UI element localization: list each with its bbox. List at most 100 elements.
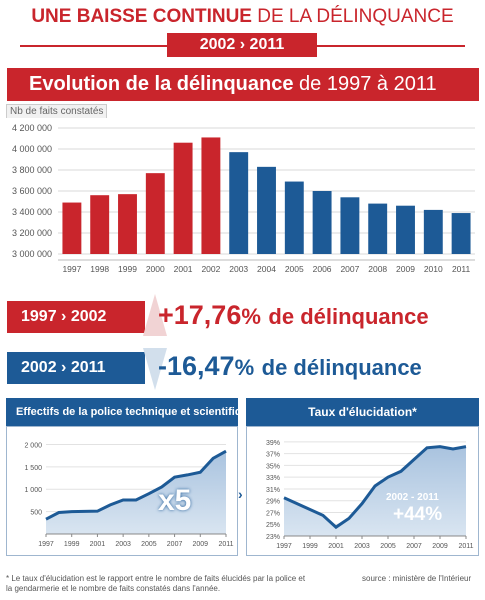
x-tick-label: 2005 <box>380 543 396 550</box>
x-tick-label: 2009 <box>396 264 415 274</box>
panel-left-title: Effectifs de la police technique et scie… <box>6 398 254 426</box>
stat-up-value: +17,76 <box>158 300 242 330</box>
panel-right-badge-period: 2002 - 2011 <box>386 492 439 503</box>
area-chart-right: 23% 25% 27% 29% 31% 33% 35% 37% 39% 1997 1999 2001 2… <box>266 440 474 550</box>
x-tick-label: 2009 <box>432 543 448 550</box>
x-tick-label: 2001 <box>174 264 193 274</box>
bar <box>423 209 443 254</box>
x-tick-label: 2003 <box>115 541 131 548</box>
y-tick-label: 1 000 <box>24 487 42 494</box>
headline-rest: DE LA DÉLINQUANCE <box>257 6 454 27</box>
bar <box>368 203 388 254</box>
stat-up: +17,76% de délinquance <box>158 300 429 331</box>
x-tick-label: 1998 <box>90 264 109 274</box>
stat-down-period: 2002 › 2011 <box>7 352 145 384</box>
x-tick-label: 2004 <box>257 264 276 274</box>
y-tick-label: 1 500 <box>24 465 42 472</box>
bar <box>118 194 137 254</box>
x-tick-label: 2002 <box>201 264 220 274</box>
x-tick-label: 2011 <box>458 543 473 550</box>
x-tick-label: 2001 <box>328 543 344 550</box>
bar <box>396 205 415 254</box>
x-tick-label: 2011 <box>218 541 233 548</box>
x-tick-label: 2011 <box>452 264 471 274</box>
stat-down: -16,47% de délinquance <box>158 351 422 382</box>
area-fill <box>284 446 466 536</box>
stat-down-unit: % <box>234 355 255 380</box>
x-tick-label: 1997 <box>38 541 54 548</box>
bar <box>284 181 304 254</box>
x-tick-label: 2009 <box>192 541 208 548</box>
x-tick-label: 1999 <box>302 543 318 550</box>
y-tick-label: 3 000 000 <box>12 249 52 259</box>
x-tick-label: 2005 <box>285 264 304 274</box>
y-tick-label: 3 800 000 <box>12 165 52 175</box>
x-tick-label: 1999 <box>64 541 80 548</box>
panel-right-badge-value: +44% <box>393 504 443 525</box>
panel-left-badge: x5 <box>158 484 192 517</box>
period-banner: 2002 › 2011 <box>167 33 317 57</box>
x-tick-label: 2001 <box>90 541 106 548</box>
arrow-up-icon <box>143 294 167 341</box>
y-tick-label: 35% <box>266 463 280 470</box>
bar <box>340 197 360 254</box>
y-tick-label: 3 600 000 <box>12 186 52 196</box>
x-tick-label: 2008 <box>368 264 387 274</box>
series-line <box>283 445 467 530</box>
series-line <box>45 449 227 521</box>
y-tick-label: 29% <box>266 499 280 506</box>
x-tick-label: 2007 <box>167 541 183 548</box>
y-tick-label: 37% <box>266 452 280 459</box>
panel-right-title: Taux d'élucidation* <box>246 398 479 426</box>
y-tick-label: 39% <box>266 440 280 447</box>
bar <box>257 166 276 254</box>
headline: UNE BAISSE CONTINUE DE LA DÉLINQUANCE <box>0 6 485 28</box>
y-tick-label: 25% <box>266 522 280 529</box>
main-chart-ylabel: Nb de faits constatés <box>6 104 108 119</box>
footnote: * Le taux d'élucidation est le rapport e… <box>6 574 306 593</box>
y-tick-label: 4 200 000 <box>12 123 52 133</box>
y-tick-label: 3 400 000 <box>12 207 52 217</box>
stat-up-unit: % <box>241 304 261 329</box>
bar-chart: 3 000 000 3 200 000 3 400 000 3 600 000 3 80… <box>0 118 485 278</box>
bar <box>62 202 82 254</box>
x-tick-label: 2010 <box>424 264 443 274</box>
bar <box>90 195 110 254</box>
bar <box>312 191 332 254</box>
x-tick-label: 1999 <box>118 264 137 274</box>
bar <box>145 173 165 254</box>
x-tick-label: 2005 <box>141 541 157 548</box>
y-tick-label: 23% <box>266 534 280 541</box>
x-tick-label: 2006 <box>313 264 332 274</box>
y-tick-label: 4 000 000 <box>12 144 52 154</box>
bar <box>451 213 471 254</box>
y-tick-label: 2 000 <box>24 442 42 449</box>
y-tick-label: 500 <box>30 510 42 517</box>
main-chart-title-rest: de 1997 à 2011 <box>299 73 437 95</box>
x-tick-label: 2007 <box>340 264 359 274</box>
main-chart-title: Evolution de la délinquance de 1997 à 20… <box>7 68 479 101</box>
x-tick-label: 2000 <box>146 264 165 274</box>
arrow-down-icon <box>143 348 167 395</box>
stat-down-value: -16,47 <box>158 351 235 381</box>
bar <box>173 142 193 254</box>
x-tick-label: 2003 <box>354 543 370 550</box>
stat-up-period: 1997 › 2002 <box>7 301 145 333</box>
x-tick-label: 1997 <box>62 264 81 274</box>
main-chart-title-bold: Evolution de la délinquance <box>29 73 294 95</box>
y-tick-label: 27% <box>266 510 280 517</box>
y-tick-label: 33% <box>266 475 280 482</box>
chevron-right-icon: › <box>238 486 243 502</box>
bar <box>229 152 249 254</box>
x-tick-label: 1997 <box>276 543 292 550</box>
x-tick-label: 2007 <box>406 543 422 550</box>
bar <box>201 137 221 254</box>
y-tick-label: 31% <box>266 487 280 494</box>
stat-down-label: de délinquance <box>261 355 422 380</box>
area-fill <box>46 451 226 534</box>
stat-up-label: de délinquance <box>268 304 429 329</box>
y-tick-label: 3 200 000 <box>12 228 52 238</box>
headline-bold: UNE BAISSE CONTINUE <box>31 6 252 27</box>
x-tick-label: 2003 <box>229 264 248 274</box>
area-chart-left: 500 1 000 1 500 2 000 1997 1999 2001 2003 2005 20… <box>24 442 233 548</box>
